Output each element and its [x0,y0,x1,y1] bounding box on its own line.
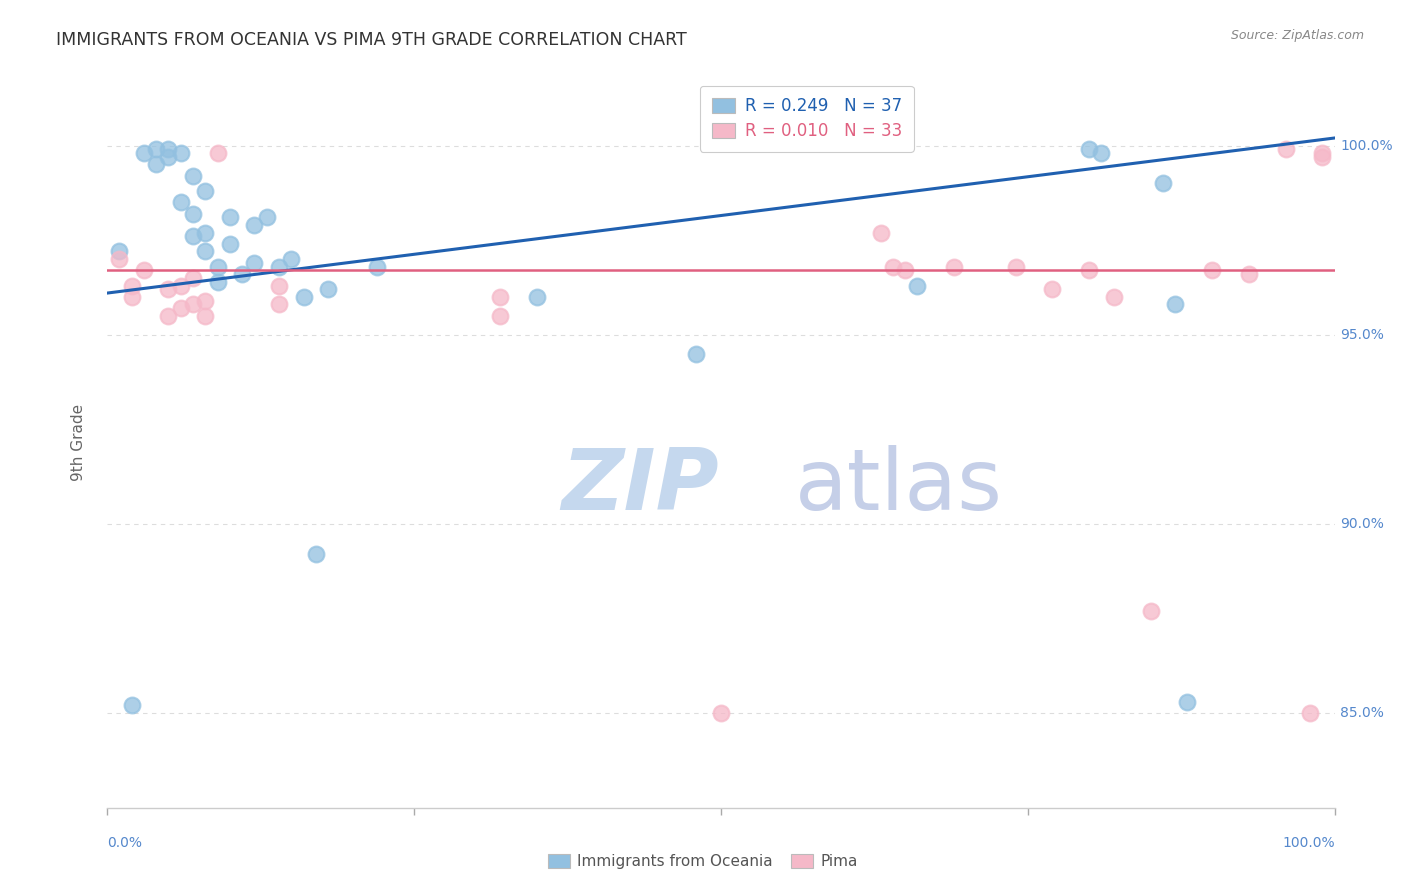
Point [157,142,180,156]
Point [181,169,204,183]
Point [267,297,290,311]
Point [108,252,131,266]
Point [231,267,253,281]
Legend: Immigrants from Oceania, Pima: Immigrants from Oceania, Pima [543,848,863,875]
Text: 95.0%: 95.0% [1340,327,1385,342]
Point [685,346,707,360]
Point [894,263,917,277]
Point [1164,297,1187,311]
Text: ZIP: ZIP [561,445,718,528]
Point [526,290,548,304]
Point [1042,282,1064,296]
Point [157,282,180,296]
Text: atlas: atlas [794,445,1002,528]
Point [108,244,131,259]
Point [121,698,143,713]
Text: 100.0%: 100.0% [1282,836,1334,850]
Point [905,278,928,293]
Point [181,229,204,244]
Point [1090,146,1112,161]
Point [882,260,904,274]
Point [366,260,388,274]
Point [1237,267,1260,281]
Point [267,278,290,293]
Text: 90.0%: 90.0% [1340,516,1385,531]
Text: IMMIGRANTS FROM OCEANIA VS PIMA 9TH GRADE CORRELATION CHART: IMMIGRANTS FROM OCEANIA VS PIMA 9TH GRAD… [56,31,688,49]
Point [869,226,891,240]
Point [489,309,512,323]
Point [943,260,966,274]
Y-axis label: 9th Grade: 9th Grade [72,404,86,481]
Point [170,146,193,161]
Point [1201,263,1223,277]
Point [1078,142,1101,156]
Point [316,282,339,296]
Point [218,211,240,225]
Point [207,275,229,289]
Point [181,207,204,221]
Point [181,271,204,285]
Point [243,256,266,270]
Point [194,184,217,198]
Point [218,236,240,251]
Point [170,278,193,293]
Point [194,309,217,323]
Point [121,290,143,304]
Point [1102,290,1125,304]
Text: 85.0%: 85.0% [1340,706,1385,720]
Point [170,195,193,210]
Point [194,244,217,259]
Point [243,218,266,232]
Point [1139,604,1161,618]
Point [207,146,229,161]
Point [145,142,167,156]
Point [181,297,204,311]
Text: 0.0%: 0.0% [107,836,142,850]
Point [194,293,217,308]
Point [1152,177,1174,191]
Point [1274,142,1296,156]
Point [145,157,167,171]
Point [710,706,733,720]
Point [1312,150,1334,164]
Point [489,290,512,304]
Text: Source: ZipAtlas.com: Source: ZipAtlas.com [1230,29,1364,42]
Point [280,252,302,266]
Point [256,211,278,225]
Legend: R = 0.249   N = 37, R = 0.010   N = 33: R = 0.249 N = 37, R = 0.010 N = 33 [700,86,914,152]
Point [305,547,328,561]
Point [132,146,155,161]
Text: 100.0%: 100.0% [1340,138,1393,153]
Point [1004,260,1026,274]
Point [1078,263,1101,277]
Point [121,278,143,293]
Point [267,260,290,274]
Point [1177,695,1199,709]
Point [194,226,217,240]
Point [157,150,180,164]
Point [132,263,155,277]
Point [292,290,315,304]
Point [207,260,229,274]
Point [1299,706,1322,720]
Point [1312,146,1334,161]
Point [157,309,180,323]
Point [170,301,193,316]
